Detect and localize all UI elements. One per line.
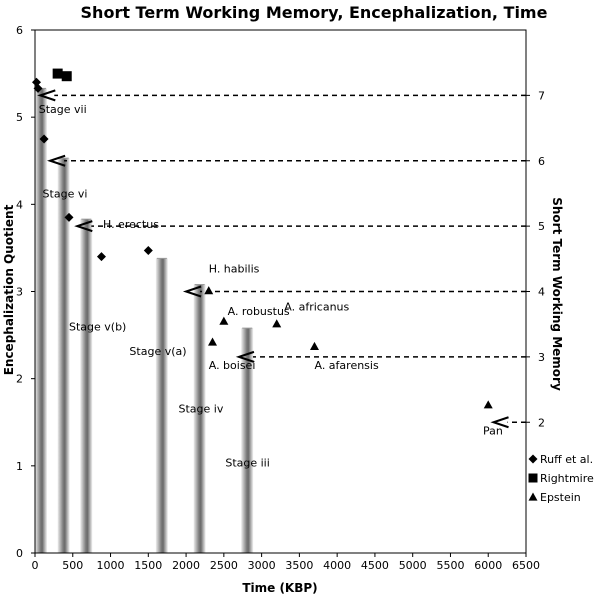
chart-title: Short Term Working Memory, Encephalizati… bbox=[81, 3, 548, 22]
legend-label: Epstein bbox=[540, 491, 581, 504]
ruff-et-al-point bbox=[32, 77, 42, 87]
y-tick-label: 6 bbox=[16, 24, 23, 37]
legend-diamond-icon bbox=[528, 454, 538, 464]
legend: Ruff et al. Rightmire Epstein bbox=[528, 453, 594, 504]
annotation-label: A. boisei bbox=[209, 359, 256, 372]
y-axis-title: Encephalization Quotient bbox=[2, 204, 16, 375]
epstein-point bbox=[272, 319, 282, 328]
epstein-point bbox=[204, 286, 214, 295]
y-tick-label: 0 bbox=[16, 547, 23, 560]
memory-arrow-head bbox=[490, 416, 509, 429]
x-tick-label: 0 bbox=[32, 559, 39, 572]
memory-arrow-head bbox=[235, 350, 255, 363]
y-tick-label: 1 bbox=[16, 460, 23, 473]
x-tick-label: 1000 bbox=[97, 559, 125, 572]
rightmire-point bbox=[61, 71, 72, 82]
y-tick-label: 4 bbox=[16, 198, 23, 211]
annotation-label: Stage v(b) bbox=[69, 321, 126, 334]
y2-tick-label: 5 bbox=[538, 220, 545, 233]
epstein-point bbox=[219, 316, 229, 325]
ruff-et-al-point bbox=[64, 212, 74, 222]
y-tick-label: 3 bbox=[16, 286, 23, 299]
y2-axis-title: Short Term Working Memory bbox=[550, 197, 564, 391]
x-tick-label: 6500 bbox=[512, 559, 540, 572]
ruff-et-al-point bbox=[33, 83, 43, 93]
x-tick-label: 5500 bbox=[436, 559, 464, 572]
x-tick-label: 6000 bbox=[474, 559, 502, 572]
annotation-label: Stage vi bbox=[43, 187, 88, 200]
epstein-point bbox=[309, 341, 319, 351]
y-tick-label: 2 bbox=[16, 373, 23, 386]
legend-label: Rightmire bbox=[540, 472, 594, 485]
annotation-label: H. erectus bbox=[103, 218, 159, 231]
annotation-label: A. afarensis bbox=[314, 359, 378, 372]
annotation-label: A. africanus bbox=[284, 301, 349, 314]
stage-bar bbox=[35, 88, 47, 553]
y-tick-label: 5 bbox=[16, 111, 23, 124]
legend-square-icon bbox=[528, 473, 538, 483]
x-tick-label: 2000 bbox=[172, 559, 200, 572]
x-tick-label: 1500 bbox=[134, 559, 162, 572]
ruff-et-al-point bbox=[39, 134, 49, 144]
stage-bar bbox=[57, 158, 70, 553]
annotation-label: Stage iii bbox=[225, 457, 269, 470]
x-axis-title: Time (KBP) bbox=[242, 581, 317, 595]
y2-tick-label: 4 bbox=[538, 286, 545, 299]
ruff-et-al-point bbox=[143, 246, 153, 256]
annotation-label: A. robustus bbox=[228, 305, 290, 318]
ruff-et-al-point bbox=[96, 252, 106, 262]
annotation-label: H. habilis bbox=[209, 262, 260, 275]
stage-bar bbox=[193, 284, 206, 553]
memory-arrow-head bbox=[37, 89, 56, 102]
x-tick-label: 4500 bbox=[361, 559, 389, 572]
legend-label: Ruff et al. bbox=[540, 453, 593, 466]
stage-bar bbox=[241, 328, 254, 553]
stage-bar bbox=[155, 258, 168, 553]
epstein-point bbox=[483, 400, 493, 409]
rightmire-point bbox=[52, 68, 63, 79]
memory-arrow-head bbox=[74, 220, 93, 233]
stage-bar bbox=[80, 219, 93, 553]
memory-arrow-head bbox=[182, 285, 202, 298]
x-tick-label: 3500 bbox=[285, 559, 313, 572]
x-tick-label: 500 bbox=[62, 559, 83, 572]
x-tick-label: 3000 bbox=[248, 559, 276, 572]
y2-tick-label: 6 bbox=[538, 155, 545, 168]
annotation-label: Stage iv bbox=[179, 403, 224, 416]
annotation-label: Stage vii bbox=[39, 103, 87, 116]
epstein-point bbox=[208, 337, 218, 346]
annotation-label: Pan bbox=[483, 424, 503, 437]
y2-tick-label: 7 bbox=[538, 89, 545, 102]
legend-triangle-icon bbox=[528, 492, 538, 501]
x-tick-label: 4000 bbox=[323, 559, 351, 572]
x-tick-label: 2500 bbox=[210, 559, 238, 572]
x-tick-label: 5000 bbox=[399, 559, 427, 572]
y2-tick-label: 3 bbox=[538, 351, 545, 364]
memory-arrow-head bbox=[46, 154, 66, 167]
annotation-label: Stage v(a) bbox=[129, 345, 186, 358]
y2-tick-label: 2 bbox=[538, 416, 545, 429]
